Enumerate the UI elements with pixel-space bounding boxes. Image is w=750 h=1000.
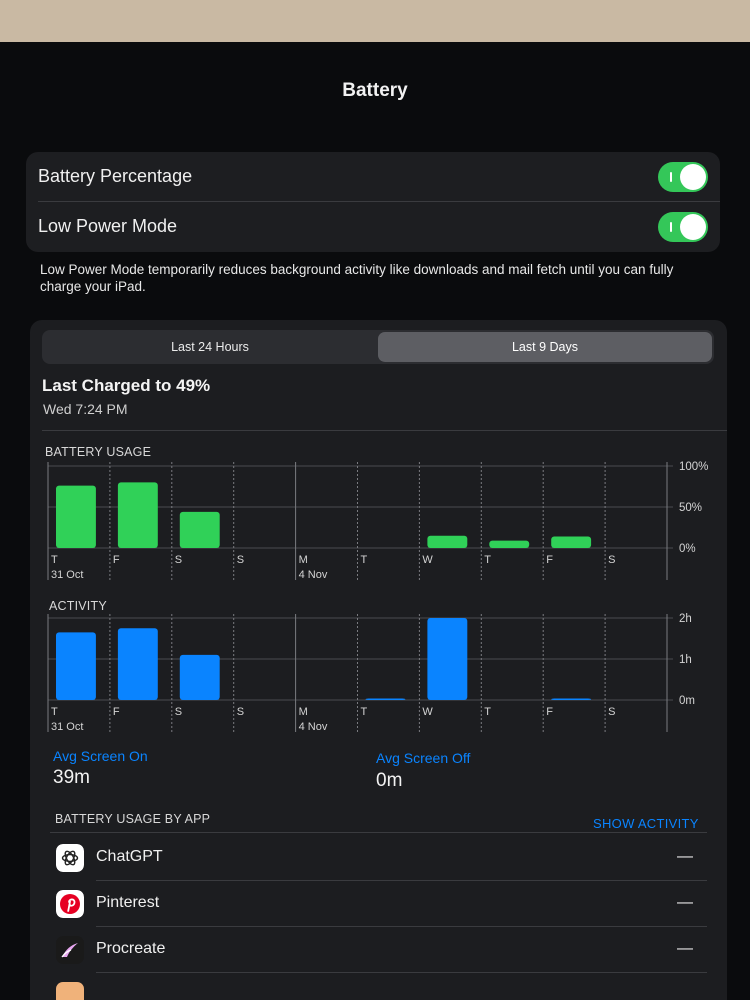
chart-bar <box>365 698 406 700</box>
y-tick-label: 2h <box>679 613 692 625</box>
app-name: ChatGPT <box>96 848 163 865</box>
x-tick-label: S <box>237 706 244 718</box>
y-tick-label: 100% <box>679 461 708 473</box>
divider <box>42 430 727 431</box>
x-tick-label: T <box>361 554 368 566</box>
tab-last-24-hours[interactable]: Last 24 Hours <box>171 340 249 354</box>
low-power-mode-note: Low Power Mode temporarily reduces backg… <box>40 262 674 294</box>
procreate-icon <box>56 936 84 964</box>
battery-percentage-row: Battery Percentage <box>26 152 720 202</box>
battery-usage-chart: 100% 50% 0% T 31 Oct F S S M 4 Nov T W T F S <box>47 461 708 581</box>
battery-usage-label: BATTERY USAGE <box>45 445 152 459</box>
low-power-mode-label: Low Power Mode <box>38 216 178 236</box>
x-tick-label: M <box>299 554 308 566</box>
avg-screen-on-value: 39m <box>53 767 90 788</box>
x-tick-label: W <box>422 554 433 566</box>
pinterest-icon <box>56 890 84 918</box>
chart-bar <box>117 628 158 700</box>
battery-usage-panel: Last 24 Hours Last 9 Days Last Charged t… <box>30 320 727 1000</box>
date-label: 31 Oct <box>51 569 83 581</box>
x-tick-label: T <box>51 706 58 718</box>
toggle-knob <box>680 214 706 240</box>
x-tick-label: M <box>299 706 308 718</box>
chart-bar <box>117 482 158 548</box>
toggle-on-indicator-icon <box>670 172 672 182</box>
app-usage-value: — <box>677 894 693 911</box>
date-label: 31 Oct <box>51 721 83 733</box>
battery-percentage-label: Battery Percentage <box>38 166 193 186</box>
x-tick-label: S <box>237 554 244 566</box>
x-tick-label: S <box>608 706 615 718</box>
chart-bar <box>56 485 96 548</box>
app-icon <box>56 982 84 1000</box>
activity-label: ACTIVITY <box>49 599 107 613</box>
x-tick-label: T <box>361 706 368 718</box>
x-tick-label: F <box>113 554 120 566</box>
battery-settings-screen: Battery Battery Percentage Low Power Mod… <box>0 42 750 1000</box>
app-row-chatgpt[interactable]: ChatGPT — <box>50 835 707 881</box>
y-tick-label: 50% <box>679 502 702 514</box>
time-range-segmented-control: Last 24 Hours Last 9 Days <box>42 330 714 364</box>
y-tick-label: 1h <box>679 654 692 666</box>
x-tick-label: S <box>175 706 182 718</box>
chart-bar <box>179 511 220 548</box>
divider <box>50 832 707 833</box>
avg-screen-off-value: 0m <box>376 770 403 791</box>
chart-bar <box>551 536 592 548</box>
last-charged-time: Wed 7:24 PM <box>43 401 128 417</box>
app-name: Procreate <box>96 940 166 957</box>
y-tick-label: 0m <box>679 695 695 707</box>
app-usage-value: — <box>677 940 693 957</box>
x-tick-label: W <box>422 706 433 718</box>
app-row-partial[interactable] <box>50 973 707 1000</box>
page-title: Battery <box>342 80 408 101</box>
x-tick-label: T <box>51 554 58 566</box>
battery-usage-by-app-header: BATTERY USAGE BY APP <box>55 812 211 826</box>
app-row-pinterest[interactable]: Pinterest — <box>50 881 707 927</box>
toggle-knob <box>680 164 706 190</box>
app-row-procreate[interactable]: Procreate — <box>50 927 707 973</box>
date-label: 4 Nov <box>299 569 328 581</box>
chart-bar <box>427 535 468 548</box>
low-power-mode-toggle[interactable] <box>658 212 708 242</box>
activity-chart: 2h 1h 0m T 31 Oct F S S M 4 Nov T W T F S <box>47 613 695 733</box>
chart-bar <box>56 632 96 700</box>
x-tick-label: F <box>113 706 120 718</box>
x-tick-label: S <box>608 554 615 566</box>
app-name: Pinterest <box>96 894 160 911</box>
chart-bar <box>427 618 468 700</box>
avg-screen-off-label: Avg Screen Off <box>376 750 471 766</box>
x-tick-label: T <box>484 706 491 718</box>
avg-screen-on-label: Avg Screen On <box>53 748 148 764</box>
toggle-on-indicator-icon <box>670 222 672 232</box>
chart-bar <box>179 654 220 700</box>
tab-last-9-days[interactable]: Last 9 Days <box>378 332 712 362</box>
battery-percentage-toggle[interactable] <box>658 162 708 192</box>
last-charged-title: Last Charged to 49% <box>42 376 211 395</box>
y-tick-label: 0% <box>679 543 696 555</box>
x-tick-label: S <box>175 554 182 566</box>
show-activity-button[interactable]: SHOW ACTIVITY <box>593 816 699 831</box>
low-power-mode-row: Low Power Mode <box>26 202 720 252</box>
chatgpt-icon <box>56 844 84 872</box>
x-tick-label: F <box>546 554 553 566</box>
battery-toggles-group: Battery Percentage Low Power Mode <box>26 152 720 252</box>
chart-bar <box>489 540 530 548</box>
date-label: 4 Nov <box>299 721 328 733</box>
chart-bar <box>551 698 592 700</box>
x-tick-label: F <box>546 706 553 718</box>
app-usage-value: — <box>677 848 693 865</box>
x-tick-label: T <box>484 554 491 566</box>
